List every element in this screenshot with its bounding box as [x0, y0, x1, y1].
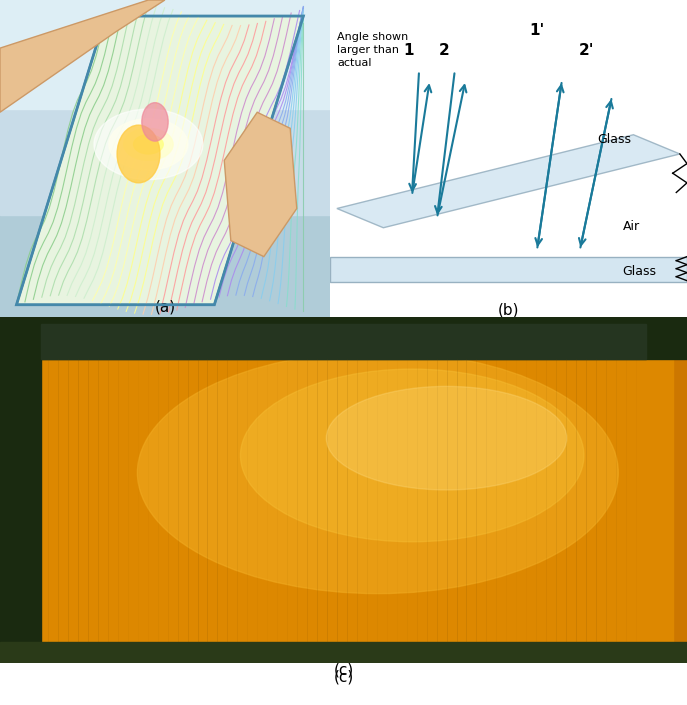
Text: 2': 2'	[579, 43, 595, 58]
Text: Air: Air	[622, 220, 640, 233]
Bar	[0, 109, 330, 215]
Text: 1': 1'	[530, 23, 545, 39]
Polygon shape	[0, 0, 165, 112]
Bar	[0, 642, 687, 663]
Polygon shape	[224, 112, 297, 257]
Ellipse shape	[137, 352, 618, 594]
Text: Angle shown
larger than
actual: Angle shown larger than actual	[337, 32, 408, 68]
Ellipse shape	[142, 103, 168, 141]
Text: (b): (b)	[497, 302, 519, 317]
Ellipse shape	[133, 135, 164, 154]
Text: (c): (c)	[333, 669, 354, 685]
Text: (a): (a)	[155, 300, 175, 314]
Ellipse shape	[124, 128, 173, 161]
Polygon shape	[330, 257, 687, 282]
Ellipse shape	[109, 118, 188, 170]
Text: Glass: Glass	[622, 264, 657, 278]
Polygon shape	[337, 135, 680, 228]
Text: (c): (c)	[333, 663, 354, 678]
Ellipse shape	[240, 369, 584, 541]
Text: Glass: Glass	[598, 133, 631, 146]
Text: 1: 1	[403, 43, 414, 58]
Bar	[0, 0, 330, 109]
Bar	[41, 324, 646, 359]
Bar	[0, 317, 687, 359]
Ellipse shape	[326, 386, 567, 490]
Text: 2: 2	[439, 43, 449, 58]
Ellipse shape	[117, 125, 160, 183]
Ellipse shape	[94, 109, 203, 180]
Bar	[41, 359, 646, 642]
Polygon shape	[16, 16, 304, 305]
Bar	[0, 317, 41, 663]
Bar	[0, 215, 330, 321]
